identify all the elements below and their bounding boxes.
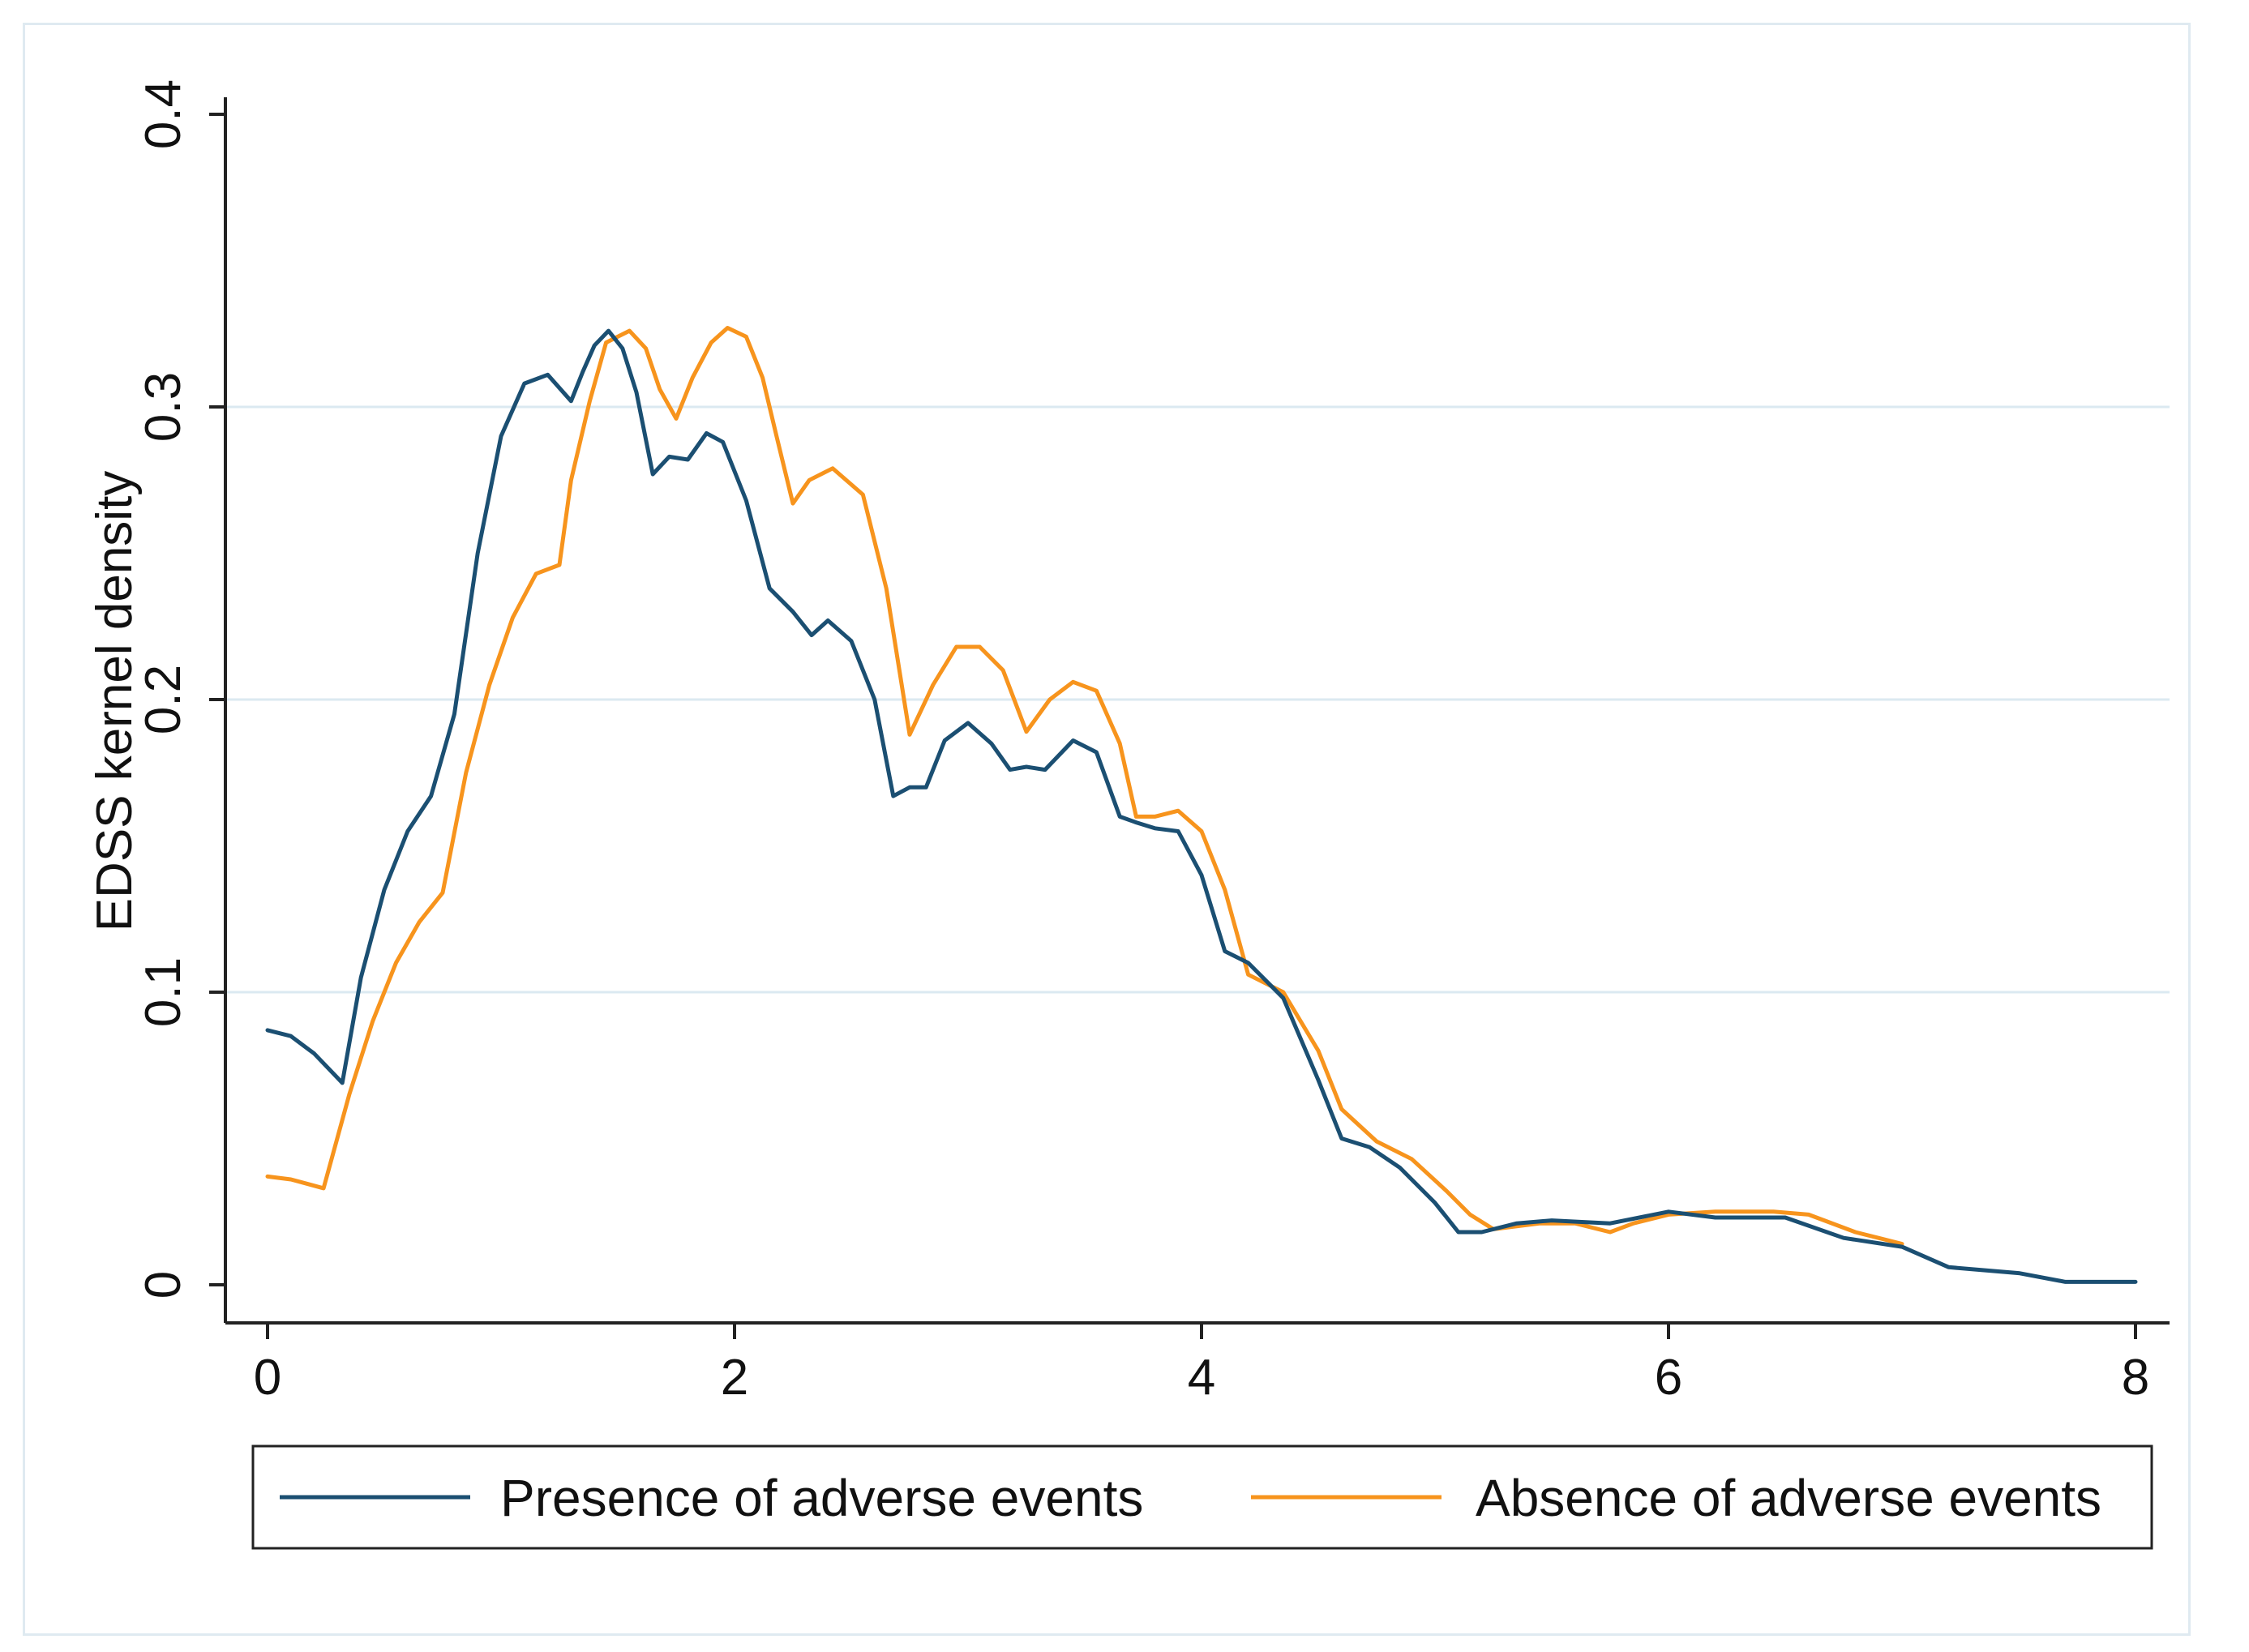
axes (224, 97, 2170, 1325)
y-tick-label-3: 0.3 (135, 372, 191, 442)
y-axis-label: EDSS kernel density (87, 471, 143, 932)
y-tick-label-2: 0.2 (135, 665, 191, 734)
gridlines (225, 405, 2170, 994)
legend: Presence of adverse events Absence of ad… (251, 1444, 2153, 1550)
x-tick-label-4: 8 (2122, 1350, 2149, 1406)
x-tick-label-1: 2 (721, 1350, 748, 1406)
y-ticks: 0 0.1 0.2 0.3 0.4 (135, 79, 225, 1299)
x-ticks: 0 2 4 6 8 (254, 1323, 2149, 1406)
series-line-presence (265, 328, 2138, 1284)
x-tick-label-0: 0 (254, 1350, 281, 1406)
x-tick-label-2: 4 (1188, 1350, 1215, 1406)
x-tick-label-3: 6 (1655, 1350, 1682, 1406)
y-tick-label-4: 0.4 (135, 79, 191, 149)
legend-label-absence: Absence of adverse events (1476, 1469, 2101, 1527)
y-tick-label-1: 0.1 (135, 957, 191, 1027)
legend-box (251, 1444, 2153, 1550)
y-tick-label-0: 0 (135, 1271, 191, 1299)
legend-label-presence: Presence of adverse events (500, 1469, 1143, 1527)
series-lines (265, 326, 2138, 1284)
series-line-absence (265, 326, 1904, 1246)
figure-frame (23, 23, 2191, 1636)
